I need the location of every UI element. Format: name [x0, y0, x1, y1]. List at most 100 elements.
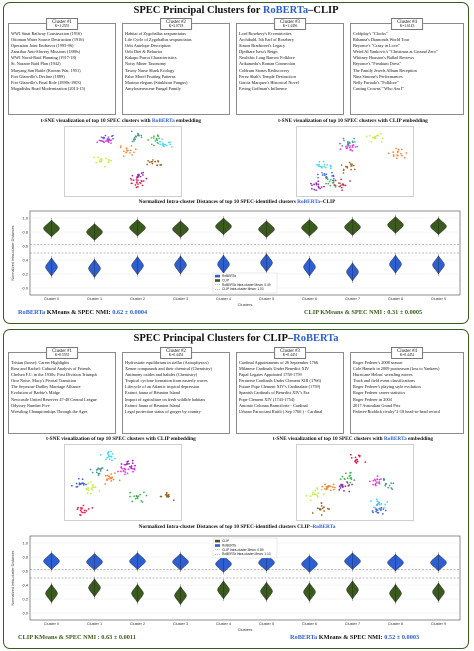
top-title-model-b: CLIP: [313, 5, 339, 16]
y-axis-label: Normalized Intra-cluster Distances: [11, 550, 15, 605]
tsne-point: [101, 140, 104, 143]
tsne-point: [137, 179, 139, 181]
y-tick-label: 0.0: [22, 611, 28, 616]
x-axis-label: Clusters: [238, 302, 253, 307]
tsne-point: [120, 466, 123, 468]
tsne-point: [344, 485, 347, 488]
y-tick-label: 0.6: [22, 569, 28, 574]
list-item: Marimo elegans (Stinkhorn Fungus): [125, 79, 188, 85]
tsne-point: [107, 161, 110, 164]
tsne-point: [374, 479, 377, 482]
list-item: Antimony oxides and halides (Chemistry): [125, 372, 198, 378]
tsne-point: [156, 164, 158, 166]
list-item: Ottoman Water Source Destruction (1916): [11, 37, 84, 43]
tsne-point: [327, 182, 330, 185]
list-item: Whitney Houston's Ballad Reviews: [353, 55, 415, 61]
top-cluster-1-tag: Cluster #1 K=1.2555: [46, 18, 78, 30]
x-tick-label: Cluster 1: [87, 297, 102, 301]
tsne-point: [324, 483, 326, 486]
tsne-point: [356, 145, 359, 148]
tsne-point: [390, 487, 393, 489]
tsne-point: [349, 472, 351, 474]
tsne-point: [100, 160, 103, 162]
tsne-point: [321, 172, 323, 174]
tsne-point: [133, 495, 136, 498]
legend-label: CLIP: [222, 278, 229, 282]
tsne-point: [377, 134, 379, 137]
tsne-point: [98, 160, 101, 163]
tsne-point: [342, 485, 344, 488]
x-tick-label: Cluster 6: [302, 297, 317, 301]
tsne-point: [340, 186, 343, 189]
tsne-point: [350, 478, 353, 481]
list-item: Milanese Cardinals Under Benedict XIV: [239, 366, 310, 372]
list-item: Roger Federer in 2004: [353, 396, 392, 402]
list-item: Pope Clement XIV (1743-1754): [239, 396, 295, 402]
list-item: Cole Hamels in 2009 postseason (loss to …: [353, 366, 440, 372]
tsne-point: [386, 501, 389, 503]
tsne-point: [332, 177, 335, 180]
violin-chart-svg: 0.0 0.2 0.4 0.6 0.8 1.0 Normalized Intra-clust…: [11, 535, 461, 632]
tsne-point: [323, 165, 326, 168]
tsne-point: [346, 477, 349, 480]
tsne-point: [319, 508, 322, 511]
tsne-point: [305, 494, 308, 497]
list-item: Orbi Antelope Description: [125, 43, 171, 49]
tsne-point: [350, 456, 353, 459]
tsne-point: [376, 475, 379, 477]
tsne-point: [141, 501, 144, 503]
legend-label: RoBERTa Intra-cluster Mean: 0.49: [222, 283, 271, 287]
tsne-point: [126, 472, 129, 475]
tsne-point: [354, 456, 357, 459]
top-panel: SPEC Principal Clusters for RoBERTa–CLIP…: [3, 2, 469, 324]
tsne-point: [131, 459, 134, 462]
bottom-cluster-1-tag: Cluster #1 K=0.5555: [46, 347, 78, 359]
tsne-point: [81, 478, 84, 481]
tsne-point: [387, 152, 390, 155]
tsne-point: [96, 468, 99, 471]
tsne-point: [317, 180, 320, 183]
tsne-point: [159, 143, 162, 146]
tsne-point: [158, 137, 160, 140]
tsne-point: [83, 511, 86, 514]
tsne-point: [82, 511, 84, 514]
tsne-point: [128, 465, 131, 468]
list-item: Legal protection status of gorges by cou…: [125, 408, 201, 414]
x-tick-label: Cluster 7: [345, 297, 360, 301]
tsne-point: [332, 483, 335, 486]
tsne-point: [154, 140, 157, 142]
list-item: Chelsea F.C. in the 1930s: First Divisio…: [11, 372, 97, 378]
tsne-point: [323, 172, 326, 175]
list-item: Xenon compounds and their chemical (Chem…: [125, 366, 212, 372]
tsne-point: [132, 470, 134, 473]
tsne-point: [156, 134, 159, 136]
tsne-point: [126, 461, 129, 463]
legend-label: RoBERTa: [222, 543, 236, 547]
tsne-point: [167, 495, 170, 497]
tsne-point: [351, 144, 354, 147]
tsne-point: [339, 182, 342, 185]
tsne-point: [324, 488, 326, 490]
legend-label: RoBERTa Intra-cluster Mean: 1.13: [222, 552, 271, 556]
tsne-point: [321, 485, 324, 488]
tsne-point: [343, 478, 346, 480]
list-item: Nelly Furtado's "Folklore": [353, 79, 399, 85]
tsne-point: [323, 185, 325, 188]
tsne-point: [348, 484, 351, 486]
tsne-point: [145, 177, 148, 180]
x-tick-label: Cluster 2: [130, 622, 145, 626]
tsne-point: [345, 165, 347, 168]
list-item: Newcastle United Reserves 47-48 Central …: [11, 396, 97, 402]
list-item: Odyssey Number Five: [11, 402, 50, 408]
tsne-point: [329, 164, 332, 167]
tsne-point: [343, 139, 345, 142]
tsne-point: [395, 147, 397, 150]
x-tick-label: Cluster 4: [216, 622, 231, 626]
tsne-point: [323, 510, 326, 512]
top-cluster-4: Cluster #4 K=1.6143 Coldplay's "Clocks" R…: [350, 18, 464, 115]
list-item: Ferrarese Cardinals Under Clement XIII (…: [239, 378, 321, 384]
tsne-point: [324, 166, 327, 169]
tsne-point: [140, 172, 143, 175]
list-item: Kakapo Parrot Characteristics: [125, 55, 177, 61]
tsne-point: [348, 490, 351, 493]
